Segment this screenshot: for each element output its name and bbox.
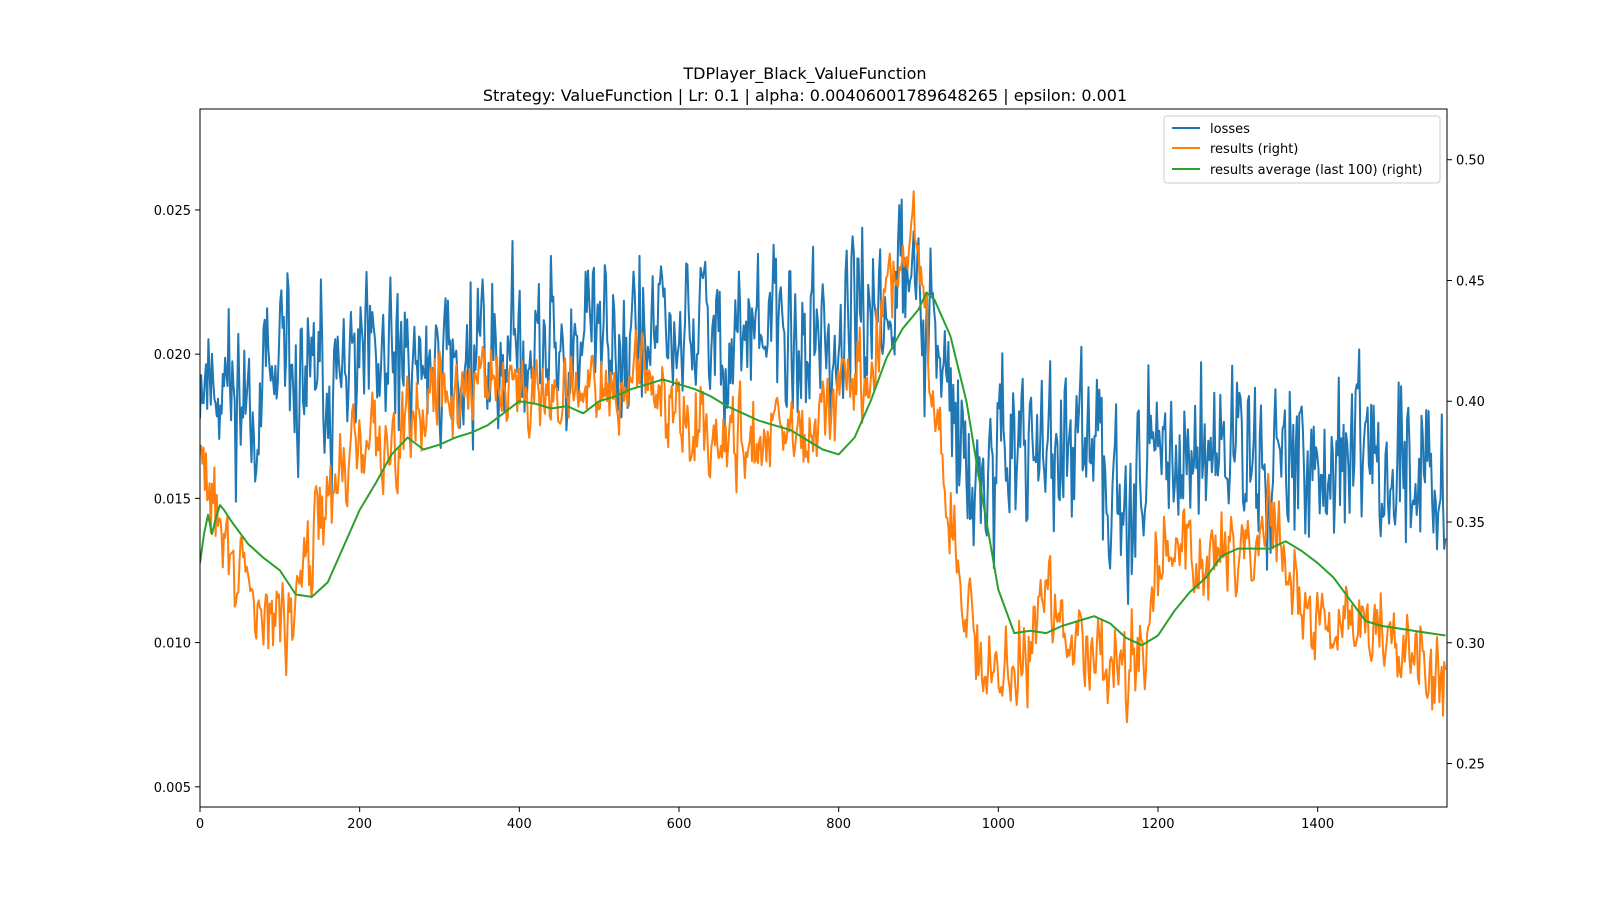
legend-label-results: results (right)	[1210, 142, 1298, 157]
x-tick-label: 600	[667, 817, 692, 832]
y-left-tick-label: 0.005	[154, 781, 191, 796]
y-right-tick-label: 0.35	[1456, 516, 1485, 531]
y-left-tick-label: 0.010	[154, 637, 191, 652]
y-right-tick-label: 0.45	[1456, 274, 1485, 289]
chart-title: TDPlayer_Black_ValueFunction	[682, 64, 926, 84]
y-right-tick-label: 0.25	[1456, 758, 1485, 773]
legend-label-results-average: results average (last 100) (right)	[1210, 163, 1422, 178]
y-left-tick-label: 0.015	[154, 492, 191, 507]
x-tick-label: 200	[347, 817, 372, 832]
plot-frame	[199, 108, 1448, 808]
x-tick-label: 800	[826, 817, 851, 832]
x-tick-label: 0	[196, 817, 204, 832]
y-right-tick-label: 0.50	[1456, 154, 1485, 169]
legend-label-losses: losses	[1210, 122, 1250, 137]
y-left-tick-label: 0.025	[154, 204, 191, 219]
results-average-line	[200, 291, 1446, 647]
y-axis-left: 0.005 0.010 0.015 0.020 0.025	[154, 204, 200, 796]
losses-line	[200, 198, 1447, 605]
x-tick-label: 1400	[1301, 817, 1334, 832]
legend: losses results (right) results average (…	[1163, 115, 1441, 184]
x-axis: 0 200 400 600 800 1000 1200 1400	[196, 807, 1334, 832]
y-right-tick-label: 0.30	[1456, 637, 1485, 652]
y-left-tick-label: 0.020	[154, 348, 191, 363]
y-axis-right: 0.25 0.30 0.35 0.40 0.45 0.50	[1447, 154, 1485, 773]
chart-subtitle: Strategy: ValueFunction | Lr: 0.1 | alph…	[483, 86, 1127, 105]
y-right-tick-label: 0.40	[1456, 395, 1485, 410]
results-line	[200, 190, 1447, 724]
plot-lines	[200, 190, 1447, 724]
legend-box	[1163, 115, 1441, 184]
x-tick-label: 1200	[1141, 817, 1174, 832]
x-tick-label: 1000	[982, 817, 1015, 832]
x-tick-label: 400	[507, 817, 532, 832]
